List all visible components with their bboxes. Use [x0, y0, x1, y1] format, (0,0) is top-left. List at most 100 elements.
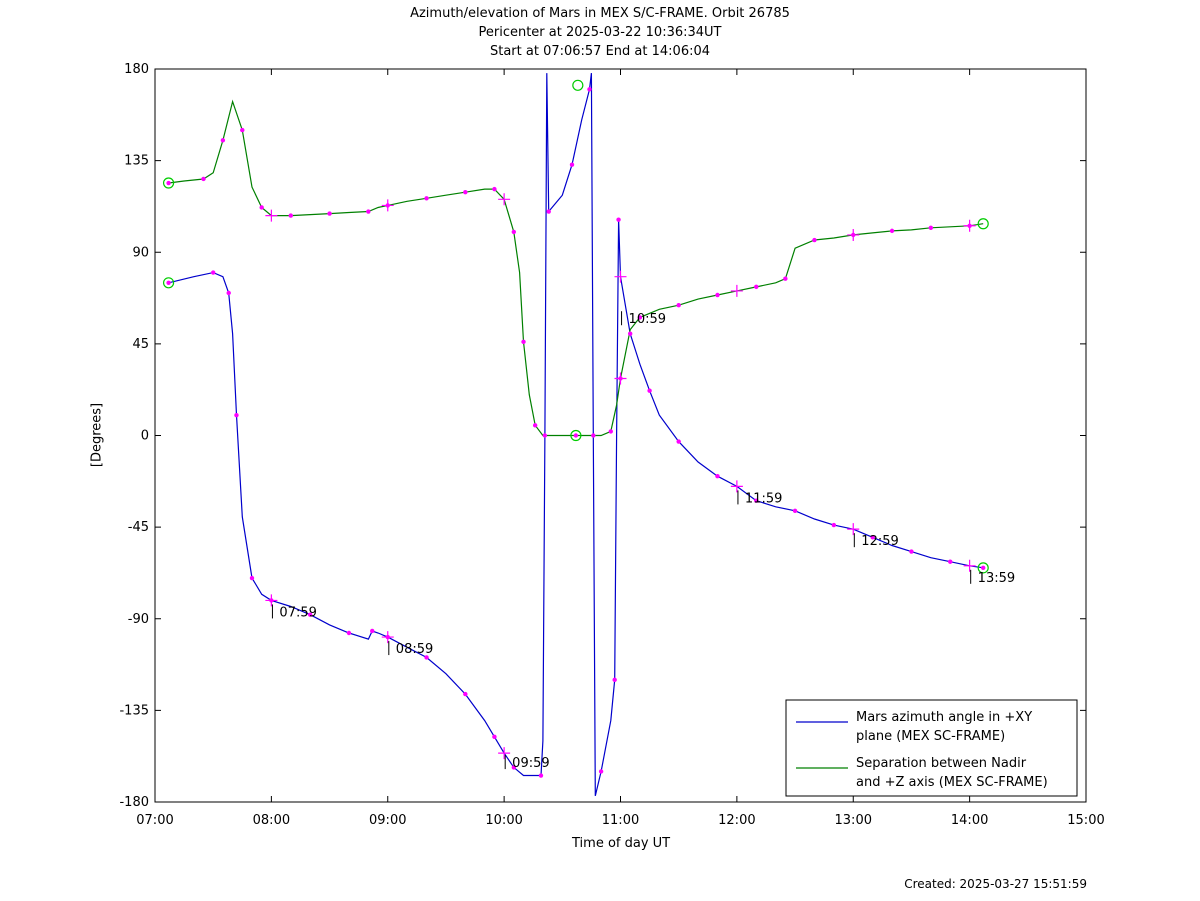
- x-tick-label: 07:00: [136, 813, 173, 828]
- data-point: [424, 196, 429, 201]
- endpoint-circle-marker: [162, 177, 175, 189]
- hour-annotation-label: 08:59: [396, 642, 433, 657]
- data-point: [511, 765, 517, 770]
- hour-plus-marker: [265, 594, 278, 607]
- hour-annotation-label: 12:59: [861, 534, 898, 549]
- data-point: [627, 331, 633, 336]
- data-point: [587, 87, 592, 92]
- legend: Mars azimuth angle in +XY plane (MEX SC-F…: [785, 699, 1078, 797]
- x-tick-label: 09:00: [369, 813, 406, 828]
- hour-plus-marker: [498, 747, 511, 760]
- data-point: [166, 280, 171, 285]
- created-timestamp: Created: 2025-03-27 15:51:59: [904, 877, 1087, 891]
- hour-plus-marker: [498, 193, 511, 206]
- data-point: [249, 575, 255, 581]
- chart-subtitle-pericenter: Pericenter at 2025-03-22 10:36:34UT: [478, 25, 722, 40]
- data-point: [226, 290, 231, 296]
- data-point: [928, 225, 934, 231]
- data-point: [608, 429, 614, 434]
- data-point: [532, 423, 538, 428]
- y-tick-label: -180: [119, 795, 149, 810]
- data-point: [259, 205, 264, 210]
- data-point: [715, 292, 720, 298]
- legend-entry-text: Mars azimuth angle in +XY: [856, 710, 1032, 725]
- hour-plus-marker: [963, 559, 976, 572]
- data-point: [424, 655, 429, 660]
- y-tick-label: 0: [141, 429, 149, 444]
- data-point: [831, 522, 837, 528]
- endpoint-circle-marker: [572, 79, 584, 91]
- data-point: [889, 228, 895, 234]
- data-point: [210, 270, 216, 275]
- data-point: [538, 773, 544, 778]
- legend-entry-text: and +Z axis (MEX SC-FRAME): [856, 775, 1048, 790]
- data-point: [521, 339, 526, 345]
- y-tick-label: 45: [132, 337, 149, 352]
- data-point: [948, 559, 953, 564]
- data-point: [569, 162, 575, 167]
- legend-box: [785, 699, 1078, 797]
- x-tick-label: 10:00: [485, 813, 522, 828]
- data-point: [201, 176, 206, 182]
- data-point: [616, 217, 621, 222]
- data-point: [220, 138, 226, 143]
- data-point: [676, 439, 681, 444]
- legend-entry-text: plane (MEX SC-FRAME): [856, 729, 1005, 744]
- endpoint-circle-marker: [162, 277, 175, 289]
- hour-plus-marker: [730, 480, 743, 493]
- y-tick-label: 90: [132, 245, 149, 260]
- endpoint-circle-marker: [977, 218, 989, 230]
- hour-plus-marker: [730, 284, 743, 297]
- x-tick-label: 15:00: [1067, 813, 1104, 828]
- plot-frame: [154, 68, 1087, 803]
- data-point: [591, 433, 596, 438]
- chart-title: Azimuth/elevation of Mars in MEX S/C-FRA…: [410, 6, 790, 21]
- data-point: [511, 229, 517, 235]
- data-point: [542, 433, 548, 438]
- data-point: [754, 284, 759, 290]
- hour-plus-marker: [381, 631, 394, 644]
- hour-plus-marker: [847, 523, 860, 536]
- y-tick-label: -45: [128, 520, 149, 535]
- series-markers: [162, 79, 989, 778]
- hour-plus-marker: [614, 372, 627, 385]
- data-point: [909, 549, 914, 554]
- data-point: [370, 628, 375, 634]
- data-point: [307, 612, 313, 617]
- y-tick-label: -90: [128, 612, 149, 627]
- data-point: [546, 209, 551, 214]
- endpoint-circle-marker: [977, 562, 989, 574]
- x-tick-label: 14:00: [951, 813, 988, 828]
- data-point: [288, 213, 293, 218]
- hour-annotation-label: 09:59: [512, 756, 549, 771]
- data-point: [783, 276, 788, 281]
- data-point: [492, 186, 497, 192]
- data-point: [463, 189, 468, 195]
- data-point: [234, 412, 239, 418]
- data-point: [676, 302, 681, 308]
- hour-annotations: 07:59 08:59 09:59 10:59 11:59 12:59 13:59: [271, 311, 1015, 771]
- legend-entry-text: Separation between Nadir: [856, 756, 1027, 771]
- hour-plus-marker: [265, 209, 278, 222]
- data-point: [240, 127, 245, 133]
- hour-annotation-label: 11:59: [745, 491, 782, 506]
- hour-plus-marker: [614, 270, 627, 283]
- y-tick-label: 180: [124, 62, 149, 77]
- x-tick-label: 11:00: [602, 813, 639, 828]
- hour-annotation-label: 13:59: [978, 571, 1015, 586]
- x-tick-label: 08:00: [253, 813, 290, 828]
- data-point: [754, 498, 759, 503]
- data-point: [870, 535, 875, 540]
- hour-annotation-label: 07:59: [279, 605, 316, 620]
- data-point: [598, 769, 604, 774]
- series-line-azimuth: [168, 73, 984, 797]
- endpoint-circle-marker: [570, 429, 582, 442]
- data-point: [792, 508, 798, 514]
- hour-plus-marker: [847, 228, 860, 241]
- hour-plus-marker: [381, 199, 394, 212]
- data-point: [573, 433, 579, 438]
- data-point: [647, 388, 652, 393]
- data-point: [637, 315, 643, 320]
